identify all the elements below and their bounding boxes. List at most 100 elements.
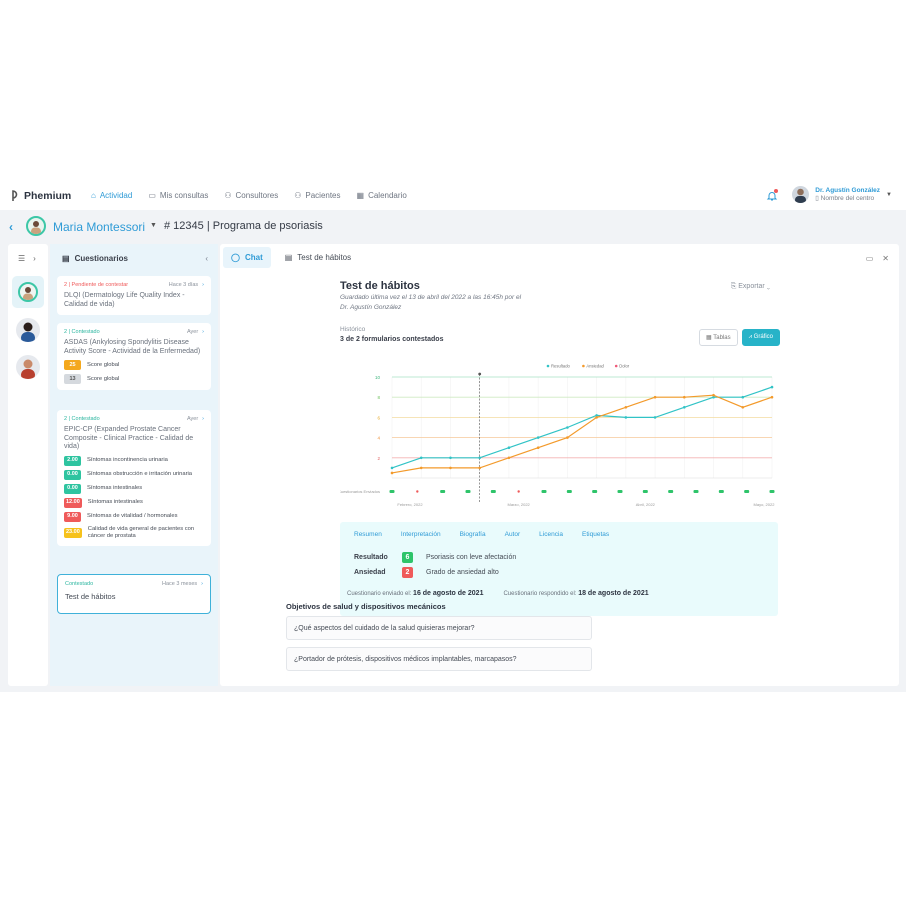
- card-status-row: 2 | Contestado Ayer ›: [64, 329, 204, 335]
- summary-tab-autor[interactable]: Autor: [504, 531, 521, 538]
- main-tabs: ◯ Chat ▤ Test de hábitos: [223, 247, 359, 268]
- legend-label: Resultado: [551, 364, 571, 369]
- card-when: Hace 3 días ›: [169, 282, 204, 288]
- user-portrait-icon: [795, 188, 807, 203]
- sent-marker-red: [416, 490, 419, 493]
- data-point: [478, 466, 481, 470]
- brand[interactable]: Phemium: [11, 189, 71, 202]
- patient-dropdown-icon[interactable]: ▼: [150, 222, 157, 229]
- expand-icon[interactable]: ▭: [865, 254, 874, 263]
- rail-patient-selected[interactable]: [12, 276, 44, 308]
- chevron-right-icon: ›: [202, 282, 204, 288]
- user-center: ▯ Nombre del centro: [815, 194, 875, 202]
- nav-item-pacientes[interactable]: ⚇ Pacientes: [294, 191, 340, 200]
- nav-item-label: Actividad: [99, 191, 133, 200]
- questionnaire-card[interactable]: 2 | Contestado Ayer › ASDAS (Ankylosing Spo…: [57, 323, 211, 390]
- export-button[interactable]: ⎘ Exportar ⌄: [731, 283, 770, 291]
- chevron-right-icon: ›: [202, 416, 204, 422]
- summary-value-badge: 2: [402, 567, 413, 578]
- data-point: [653, 416, 657, 419]
- data-point: [595, 414, 598, 417]
- nav-item-actividad[interactable]: ⌂ Actividad: [91, 191, 132, 200]
- notifications-bell[interactable]: [766, 188, 779, 201]
- nav-item-consultores[interactable]: ⚇ Consultores: [224, 191, 278, 200]
- rail-tools: ☰ ›: [18, 254, 36, 263]
- data-point: [712, 395, 715, 399]
- patient-header: ‹ Maria Montessori ▼ # 12345 | Programa …: [0, 210, 906, 243]
- patient-portrait-icon: [21, 322, 35, 342]
- tables-button[interactable]: ▦ Tablas: [699, 329, 738, 346]
- score-row: 13 Score global: [64, 374, 204, 384]
- series-line: [391, 394, 773, 474]
- series-line: [391, 386, 773, 469]
- goal-question[interactable]: ¿Qué aspectos del cuidado de la salud qu…: [286, 616, 592, 640]
- test-title: Test de hábitos: [340, 280, 420, 292]
- data-point: [770, 385, 774, 389]
- patient-name[interactable]: Maria Montessori: [53, 220, 146, 234]
- y-tick-label: 8: [377, 395, 380, 400]
- current-marker-dot: [478, 372, 482, 376]
- card-title: DLQI (Dermatology Life Quality Index - C…: [64, 292, 185, 308]
- answered-label: Cuestionario respondido el:: [503, 591, 577, 597]
- back-arrow-icon[interactable]: ‹: [9, 220, 13, 234]
- data-point: [712, 393, 715, 397]
- answered-date: Cuestionario respondido el: 18 de agosto…: [503, 590, 648, 597]
- collapse-icon[interactable]: ‹: [205, 254, 208, 263]
- data-point: [653, 395, 657, 399]
- chart-icon: ⩘: [748, 334, 752, 340]
- user-center-label: Nombre del centro: [820, 194, 875, 202]
- summary-tab-etiquetas[interactable]: Etiquetas: [582, 531, 610, 538]
- card-when-label: Hace 3 meses: [162, 581, 198, 587]
- goal-question[interactable]: ¿Portador de prótesis, dispositivos médi…: [286, 647, 592, 671]
- sent-marker-green: [440, 490, 446, 493]
- chart-button[interactable]: ⩘ Gráfico: [741, 329, 780, 346]
- nav-item-calendario[interactable]: ▦ Calendario: [357, 191, 407, 200]
- x-tick-label: Marzo, 2022: [508, 502, 531, 507]
- score-badge: 2.00: [64, 455, 81, 466]
- score-badge: 0.00: [64, 483, 81, 494]
- patient-portrait-icon: [23, 287, 33, 300]
- answered-date-value: 18 de agosto de 2021: [578, 590, 649, 597]
- tab-chat[interactable]: ◯ Chat: [223, 247, 271, 268]
- sent-marker-green: [617, 490, 623, 493]
- score-badge: 0.00: [64, 469, 81, 480]
- nav-item-label: Mis consultas: [159, 191, 209, 200]
- patient-rail: ☰ ›: [8, 244, 48, 686]
- sent-date-value: 16 de agosto de 2021: [413, 590, 484, 597]
- questionnaire-card[interactable]: 2 | Contestado Ayer › EPIC-CP (Expanded Pro…: [57, 410, 211, 546]
- chat-icon: ◯: [231, 253, 240, 262]
- patient-portrait-icon: [21, 359, 35, 379]
- questionnaire-card[interactable]: 2 | Pendiente de contestar Hace 3 días › DL…: [57, 276, 211, 315]
- sent-marker-green: [718, 490, 724, 493]
- calendar-icon: ▦: [356, 191, 365, 200]
- data-point: [449, 456, 452, 460]
- nav-item-mis-consultas[interactable]: ▭ Mis consultas: [148, 191, 208, 200]
- sent-marker-red: [517, 490, 520, 493]
- data-point: [507, 456, 511, 460]
- rail-patient[interactable]: [16, 318, 40, 342]
- clipboard-icon: ▤: [62, 254, 70, 263]
- questionnaires-header: ▤ Cuestionarios: [62, 254, 128, 263]
- summary-tab-interpretacion[interactable]: Interpretación: [400, 531, 441, 538]
- list-icon[interactable]: ☰: [18, 254, 26, 263]
- questionnaire-card[interactable]: Contestado Hace 3 meses › Test de hábitos: [57, 574, 211, 614]
- user-avatar[interactable]: [792, 186, 810, 203]
- chevron-right-icon: ›: [202, 329, 204, 335]
- tab-test[interactable]: ▤ Test de hábitos: [277, 247, 359, 268]
- user-menu-caret-icon[interactable]: ▼: [886, 191, 892, 198]
- summary-tab-licencia[interactable]: Licencia: [539, 531, 564, 538]
- x-tick-label: Febrero, 2022: [397, 502, 423, 507]
- score-row: 2.00 Síntomas incontinencia urinaria: [64, 455, 204, 466]
- rail-patient[interactable]: [16, 355, 40, 379]
- summary-key: Ansiedad: [354, 569, 386, 576]
- close-icon[interactable]: ✕: [882, 254, 889, 263]
- summary-tab-resumen[interactable]: Resumen: [354, 531, 382, 538]
- chart-label: Gráfico: [753, 334, 773, 340]
- card-when-label: Ayer: [186, 416, 199, 422]
- summary-tab-biografia[interactable]: Biografía: [459, 531, 486, 538]
- chevron-right-icon[interactable]: ›: [33, 254, 36, 263]
- phemium-logo-icon: [12, 190, 18, 201]
- user-name: Dr. Agustín González: [815, 186, 881, 194]
- user-box[interactable]: Dr. Agustín González ▯ Nombre del centro…: [766, 186, 892, 203]
- score-row: 23.00 Calidad de vida general de paciente…: [64, 526, 204, 540]
